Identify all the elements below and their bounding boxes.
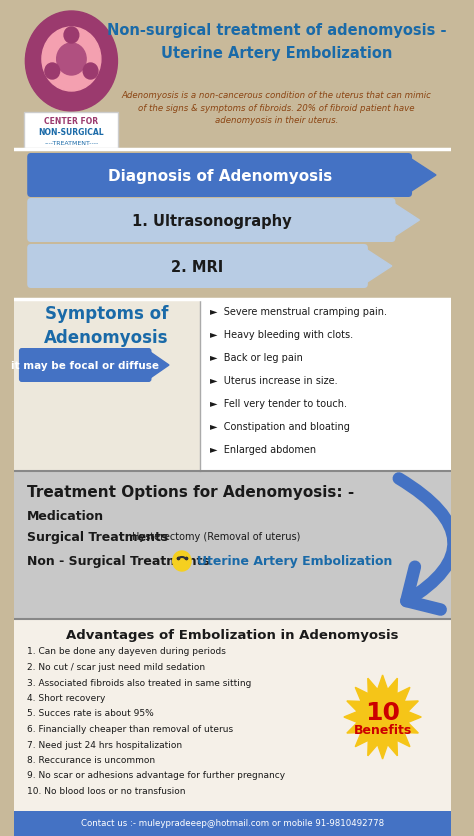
Circle shape xyxy=(45,64,60,80)
Circle shape xyxy=(64,28,79,44)
FancyBboxPatch shape xyxy=(27,199,395,242)
Text: ►  Back or leg pain: ► Back or leg pain xyxy=(210,353,302,363)
Text: ►  Constipation and bloating: ► Constipation and bloating xyxy=(210,421,349,431)
Text: Symptoms of
Adenomyosis: Symptoms of Adenomyosis xyxy=(44,305,169,346)
Circle shape xyxy=(83,64,98,80)
Text: 5. Succes rate is about 95%: 5. Succes rate is about 95% xyxy=(27,709,154,717)
Text: 10. No blood loos or no transfusion: 10. No blood loos or no transfusion xyxy=(27,786,186,795)
FancyBboxPatch shape xyxy=(201,299,451,472)
Text: ►  Enlarged abdomen: ► Enlarged abdomen xyxy=(210,445,316,455)
Circle shape xyxy=(57,44,86,76)
Text: CENTER FOR: CENTER FOR xyxy=(45,116,99,125)
Text: ►  Fell very tender to touch.: ► Fell very tender to touch. xyxy=(210,399,346,409)
Text: ►  Heavy bleeding with clots.: ► Heavy bleeding with clots. xyxy=(210,329,353,339)
Text: 9. No scar or adhesions advantage for further pregnancy: 9. No scar or adhesions advantage for fu… xyxy=(27,771,285,779)
Text: 2. MRI: 2. MRI xyxy=(172,259,224,274)
Text: Diagnosis of Adenomyosis: Diagnosis of Adenomyosis xyxy=(108,168,332,183)
Text: 4. Short recovery: 4. Short recovery xyxy=(27,693,106,702)
Text: 1. Ultrasonography: 1. Ultrasonography xyxy=(132,213,291,228)
FancyBboxPatch shape xyxy=(14,299,201,472)
Polygon shape xyxy=(409,158,436,194)
FancyArrowPatch shape xyxy=(399,479,454,609)
Text: ►  Uterus increase in size.: ► Uterus increase in size. xyxy=(210,375,337,385)
Text: it may be focal or diffuse: it may be focal or diffuse xyxy=(11,360,159,370)
Text: Non - Surgical Treatments: Non - Surgical Treatments xyxy=(27,555,210,568)
Text: 2. No cut / scar just need mild sedation: 2. No cut / scar just need mild sedation xyxy=(27,662,205,671)
Text: 7. Need just 24 hrs hospitalization: 7. Need just 24 hrs hospitalization xyxy=(27,740,182,748)
Text: Medication: Medication xyxy=(27,509,104,522)
Circle shape xyxy=(42,28,101,92)
Polygon shape xyxy=(392,203,419,239)
Text: ----TREATMENT----: ----TREATMENT---- xyxy=(44,140,99,145)
Text: Surgical Treatments: Surgical Treatments xyxy=(27,530,168,543)
FancyBboxPatch shape xyxy=(14,472,451,619)
Text: 10: 10 xyxy=(365,701,400,724)
Polygon shape xyxy=(149,352,169,380)
Text: Treatment Options for Adenomyosis: -: Treatment Options for Adenomyosis: - xyxy=(27,484,355,499)
Text: 3. Associated fibroids also treated in same sitting: 3. Associated fibroids also treated in s… xyxy=(27,678,252,686)
Text: Non-surgical treatment of adenomyosis -
Uterine Artery Embolization: Non-surgical treatment of adenomyosis - … xyxy=(107,23,447,60)
Polygon shape xyxy=(364,248,392,285)
Text: ►  Severe menstrual cramping pain.: ► Severe menstrual cramping pain. xyxy=(210,307,386,317)
Text: Adenomyosis is a non-cancerous condition of the uterus that can mimic
of the sig: Adenomyosis is a non-cancerous condition… xyxy=(122,91,432,125)
Text: Advantages of Embolization in Adenomyosis: Advantages of Embolization in Adenomyosi… xyxy=(66,629,399,642)
Text: 6. Financially cheaper than removal of uterus: 6. Financially cheaper than removal of u… xyxy=(27,724,233,733)
Text: NON-SURGICAL: NON-SURGICAL xyxy=(38,127,104,136)
FancyBboxPatch shape xyxy=(14,811,451,836)
Text: Benefits: Benefits xyxy=(354,722,412,736)
Circle shape xyxy=(26,12,118,112)
FancyBboxPatch shape xyxy=(27,154,412,198)
Text: Uterine Artery Embolization: Uterine Artery Embolization xyxy=(197,555,392,568)
Polygon shape xyxy=(344,675,421,759)
Circle shape xyxy=(173,551,191,571)
FancyBboxPatch shape xyxy=(19,349,152,383)
FancyBboxPatch shape xyxy=(14,150,451,299)
FancyBboxPatch shape xyxy=(25,113,118,149)
Text: Contact us :- muleypradeeep@hotmail.com or mobile 91-9810492778: Contact us :- muleypradeeep@hotmail.com … xyxy=(81,818,384,828)
FancyBboxPatch shape xyxy=(14,619,451,811)
FancyBboxPatch shape xyxy=(27,245,368,288)
Text: 8. Reccurance is uncommon: 8. Reccurance is uncommon xyxy=(27,755,155,764)
FancyBboxPatch shape xyxy=(14,0,451,150)
Text: 1. Can be done any dayeven during periods: 1. Can be done any dayeven during period… xyxy=(27,647,226,655)
Text: Hysterectomy (Removal of uterus): Hysterectomy (Removal of uterus) xyxy=(132,532,301,542)
